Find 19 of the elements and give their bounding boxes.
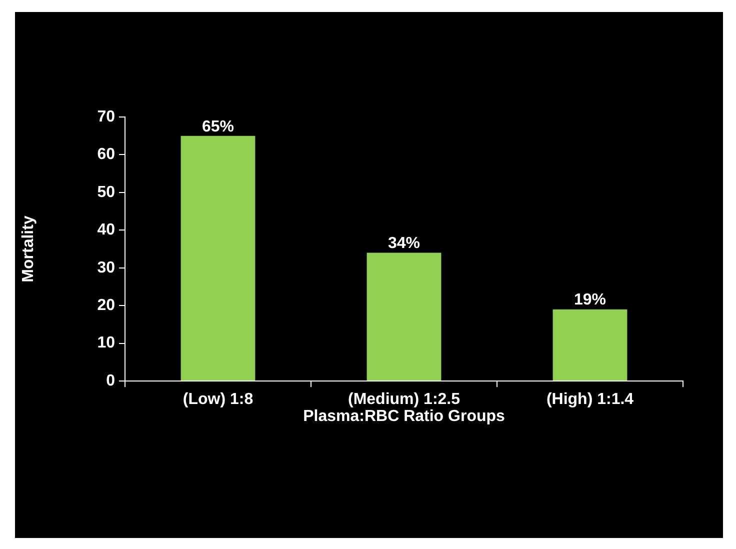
- x-tick-label: (Medium) 1:2.5: [348, 391, 460, 408]
- y-tick-label: 10: [97, 334, 116, 352]
- y-axis-title: Mortality: [20, 216, 38, 282]
- y-tick-label: 0: [106, 372, 116, 390]
- x-tick-label: (Low) 1:8: [182, 391, 254, 408]
- x-axis-title: Plasma:RBC Ratio Groups: [303, 408, 506, 425]
- data-label: 19%: [574, 292, 606, 309]
- y-tick-label: 30: [97, 259, 116, 276]
- y-tick-label: 20: [97, 296, 116, 314]
- data-label: 65%: [202, 118, 234, 136]
- bar: [180, 136, 256, 380]
- bar: [366, 252, 442, 380]
- data-label: 34%: [388, 235, 420, 252]
- y-tick-label: 60: [97, 146, 116, 164]
- y-tick-label: 70: [97, 108, 116, 126]
- x-tick-label: (High) 1:1.4: [546, 391, 634, 408]
- y-tick-label: 40: [97, 222, 116, 239]
- bar: [552, 309, 628, 380]
- y-tick-label: 50: [97, 184, 116, 201]
